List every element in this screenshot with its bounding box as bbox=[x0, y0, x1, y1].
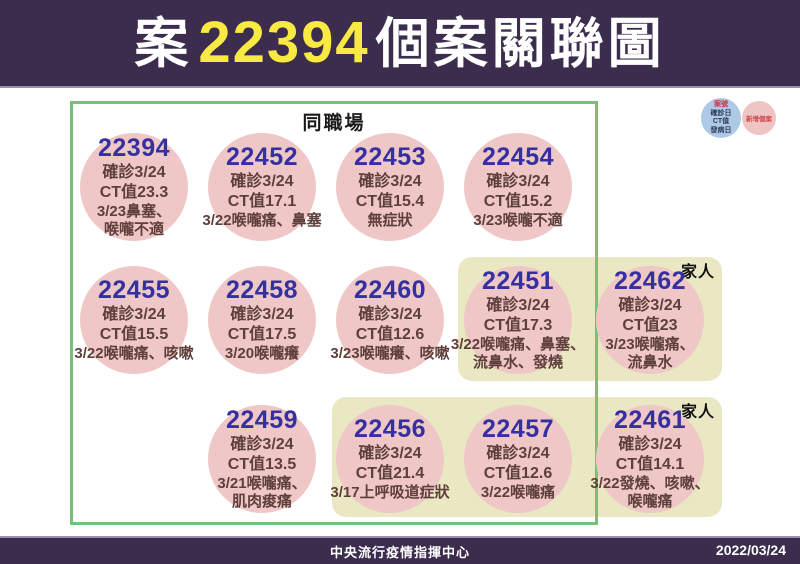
legend-line-ct: CT值 bbox=[712, 118, 730, 125]
case-ct-value: CT值23 bbox=[622, 317, 678, 335]
case-confirmed: 確診3/24 bbox=[230, 173, 294, 191]
case-confirmed: 確診3/24 bbox=[230, 436, 294, 454]
case-ct-value: CT值15.4 bbox=[355, 193, 425, 211]
case-number: 22459 bbox=[225, 405, 299, 434]
footer-org-name: 中央流行疫情指揮中心 bbox=[329, 544, 470, 560]
case-confirmed: 確診3/24 bbox=[358, 173, 422, 191]
case-ct-value: CT值15.2 bbox=[483, 193, 553, 211]
case-number: 22451 bbox=[481, 266, 555, 295]
title-prefix: 案 bbox=[134, 14, 193, 74]
case-ct-value: CT值21.4 bbox=[355, 465, 425, 483]
case-confirmed: 確診3/24 bbox=[618, 436, 682, 454]
case-number: 22455 bbox=[97, 275, 171, 304]
case-circle: 22459 確診3/24 CT值13.5 3/21喉嚨痛、 肌肉痠痛 bbox=[208, 405, 316, 513]
case-circle: 22460 確診3/24 CT值12.6 3/23喉嚨癢、咳嗽 bbox=[330, 266, 450, 374]
legend-line-confirm-date: 確診日 bbox=[710, 109, 732, 117]
legend-new-case-circle: 新增個案 bbox=[742, 101, 776, 135]
workplace-label: 同職場 bbox=[302, 113, 366, 134]
case-confirmed: 確診3/24 bbox=[230, 306, 294, 324]
case-symptoms: 3/23喉嚨癢、咳嗽 bbox=[330, 345, 450, 363]
case-circle: 22458 確診3/24 CT值17.5 3/20喉嚨癢 bbox=[208, 266, 316, 374]
case-number: 22454 bbox=[481, 142, 555, 171]
case-ct-value: CT值15.5 bbox=[99, 326, 169, 344]
case-circle: 22451 確診3/24 CT值17.3 3/22喉嚨痛、鼻塞、 流鼻水、發燒 bbox=[451, 266, 585, 374]
case-number: 22394 bbox=[97, 133, 171, 162]
legend-line-case-no: 案號 bbox=[714, 101, 728, 108]
case-confirmed: 確診3/24 bbox=[358, 445, 422, 463]
case-symptoms: 3/23喉嚨不適 bbox=[473, 212, 563, 230]
case-circle: 22461 確診3/24 CT值14.1 3/22發燒、咳嗽、 喉嚨痛 bbox=[590, 405, 710, 513]
case-ct-value: CT值17.1 bbox=[227, 193, 297, 211]
case-ct-value: CT值13.5 bbox=[227, 456, 297, 474]
case-circle: 22462 確診3/24 CT值23 3/23喉嚨痛、 流鼻水 bbox=[596, 266, 704, 374]
case-number: 22461 bbox=[613, 405, 687, 434]
case-number: 22453 bbox=[353, 142, 427, 171]
case-number: 22456 bbox=[353, 414, 427, 443]
family-label-1: 家人 bbox=[680, 264, 715, 281]
legend-line-onset-date: 發病日 bbox=[710, 126, 732, 134]
case-number: 22460 bbox=[353, 275, 427, 304]
case-number: 22457 bbox=[481, 414, 555, 443]
title-suffix: 個案關聯圖 bbox=[375, 14, 666, 74]
case-ct-value: CT值23.3 bbox=[99, 184, 169, 202]
case-ct-value: CT值12.6 bbox=[355, 326, 425, 344]
case-symptoms: 3/22喉嚨痛、鼻塞 bbox=[202, 212, 322, 230]
case-circle: 22394 確診3/24 CT值23.3 3/23鼻塞、 喉嚨不適 bbox=[80, 133, 188, 241]
case-ct-value: CT值12.6 bbox=[483, 465, 553, 483]
case-symptoms: 3/23鼻塞、 喉嚨不適 bbox=[96, 203, 172, 239]
legend-new-case-label: 新增個案 bbox=[746, 116, 772, 123]
case-number: 22462 bbox=[613, 266, 687, 295]
case-symptoms: 3/22喉嚨痛 bbox=[480, 484, 556, 502]
case-circle: 22452 確診3/24 CT值17.1 3/22喉嚨痛、鼻塞 bbox=[202, 133, 322, 241]
case-number: 22452 bbox=[225, 142, 299, 171]
case-confirmed: 確診3/24 bbox=[102, 306, 166, 324]
case-ct-value: CT值17.5 bbox=[227, 326, 297, 344]
case-confirmed: 確診3/24 bbox=[486, 173, 550, 191]
case-circle: 22456 確診3/24 CT值21.4 3/17上呼吸道症狀 bbox=[330, 405, 450, 513]
title-case-number: 22394 bbox=[198, 10, 370, 75]
case-number: 22458 bbox=[225, 275, 299, 304]
case-circle: 22455 確診3/24 CT值15.5 3/22喉嚨痛、咳嗽 bbox=[74, 266, 194, 374]
footer-date: 2022/03/24 bbox=[715, 542, 786, 558]
case-circle: 22453 確診3/24 CT值15.4 無症狀 bbox=[336, 133, 444, 241]
page-title: 案 22394 個案關聯圖 bbox=[134, 14, 665, 72]
case-confirmed: 確診3/24 bbox=[486, 445, 550, 463]
title-bar: 案 22394 個案關聯圖 bbox=[0, 0, 800, 88]
case-symptoms: 3/23喉嚨痛、 流鼻水 bbox=[605, 336, 695, 372]
case-symptoms: 3/22喉嚨痛、鼻塞、 流鼻水、發燒 bbox=[450, 336, 586, 372]
case-confirmed: 確診3/24 bbox=[618, 297, 682, 315]
case-symptoms: 3/21喉嚨痛、 肌肉痠痛 bbox=[217, 475, 307, 511]
case-ct-value: CT值17.3 bbox=[483, 317, 553, 335]
case-confirmed: 確診3/24 bbox=[102, 164, 166, 182]
case-symptoms: 3/22喉嚨痛、咳嗽 bbox=[74, 345, 194, 363]
footer-bar: 中央流行疫情指揮中心 2022/03/24 bbox=[0, 536, 800, 564]
case-ct-value: CT值14.1 bbox=[615, 456, 685, 474]
case-symptoms: 3/22發燒、咳嗽、 喉嚨痛 bbox=[590, 475, 710, 511]
case-confirmed: 確診3/24 bbox=[358, 306, 422, 324]
case-symptoms: 3/20喉嚨癢 bbox=[224, 345, 300, 363]
family-label-2: 家人 bbox=[680, 404, 715, 421]
case-symptoms: 3/17上呼吸道症狀 bbox=[330, 484, 450, 502]
legend-info-circle: 案號 確診日 CT值 發病日 bbox=[701, 98, 741, 138]
case-circle: 22454 確診3/24 CT值15.2 3/23喉嚨不適 bbox=[464, 133, 572, 241]
case-confirmed: 確診3/24 bbox=[486, 297, 550, 315]
case-circle: 22457 確診3/24 CT值12.6 3/22喉嚨痛 bbox=[464, 405, 572, 513]
case-symptoms: 無症狀 bbox=[367, 212, 413, 230]
